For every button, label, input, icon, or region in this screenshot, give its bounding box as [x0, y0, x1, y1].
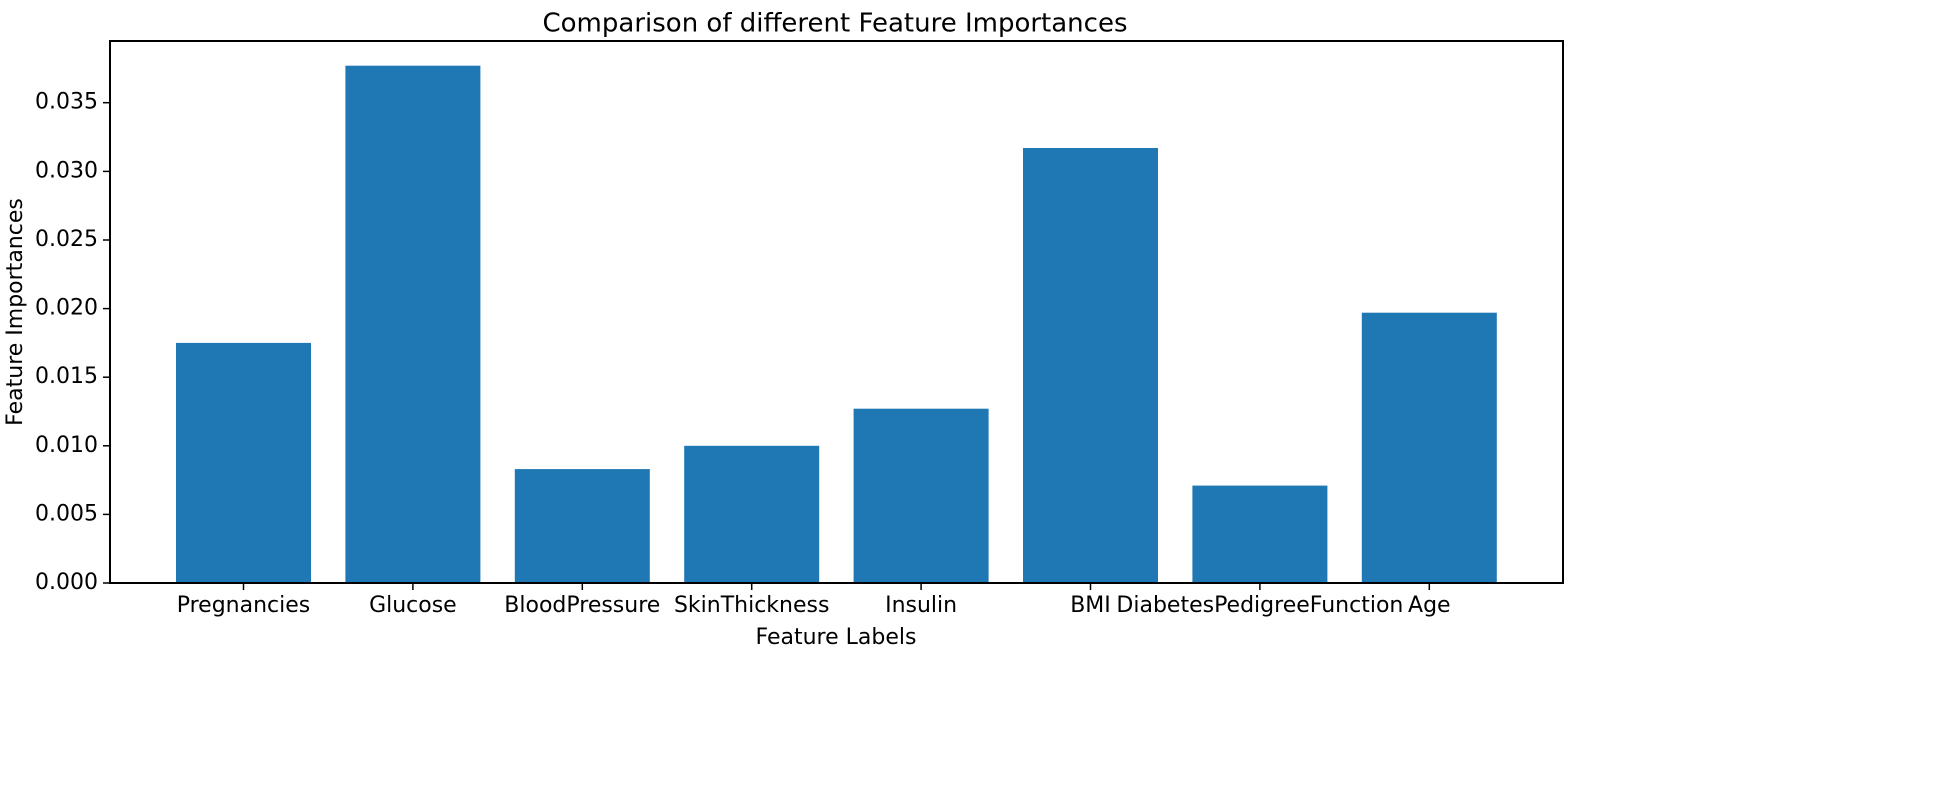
plot-frame: [109, 40, 1564, 584]
y-tick-label: 0.025: [35, 227, 98, 252]
y-axis-ticks: 0.000 0.005 0.010 0.015 0.020 0.025 0.030 0.035: [35, 90, 110, 595]
bar: [1023, 148, 1158, 583]
y-tick-label: 0.030: [35, 158, 98, 183]
x-tick-label: BloodPressure: [504, 593, 660, 618]
bar: [1192, 485, 1328, 583]
y-tick-label: 0.000: [35, 570, 98, 595]
x-tick-label: BMI: [1070, 593, 1111, 618]
bar: [514, 469, 650, 583]
bars-layer: [176, 65, 1497, 583]
bar: [684, 445, 820, 583]
bar: [176, 342, 311, 583]
x-tick-label: DiabetesPedigreeFunction: [1116, 593, 1403, 618]
x-tick-label: Glucose: [369, 593, 457, 618]
x-axis-label: Feature Labels: [756, 625, 917, 650]
bar: [345, 65, 481, 583]
y-tick-label: 0.010: [35, 433, 98, 458]
x-tick-label: Pregnancies: [177, 593, 311, 618]
y-tick-label: 0.015: [35, 364, 98, 389]
y-tick-label: 0.005: [35, 501, 98, 526]
y-tick-label: 0.035: [35, 90, 98, 115]
chart-title: Comparison of different Feature Importan…: [543, 9, 1128, 39]
y-tick-label: 0.020: [35, 296, 98, 321]
x-tick-label: SkinThickness: [674, 593, 830, 618]
x-tick-label: Insulin: [885, 593, 957, 618]
x-tick-label: Age: [1408, 593, 1451, 618]
x-axis-ticks: Pregnancies Glucose BloodPressure SkinThick…: [177, 583, 1451, 618]
bar: [853, 408, 989, 583]
bar: [1361, 312, 1497, 583]
y-axis-label: Feature Importances: [3, 198, 28, 426]
